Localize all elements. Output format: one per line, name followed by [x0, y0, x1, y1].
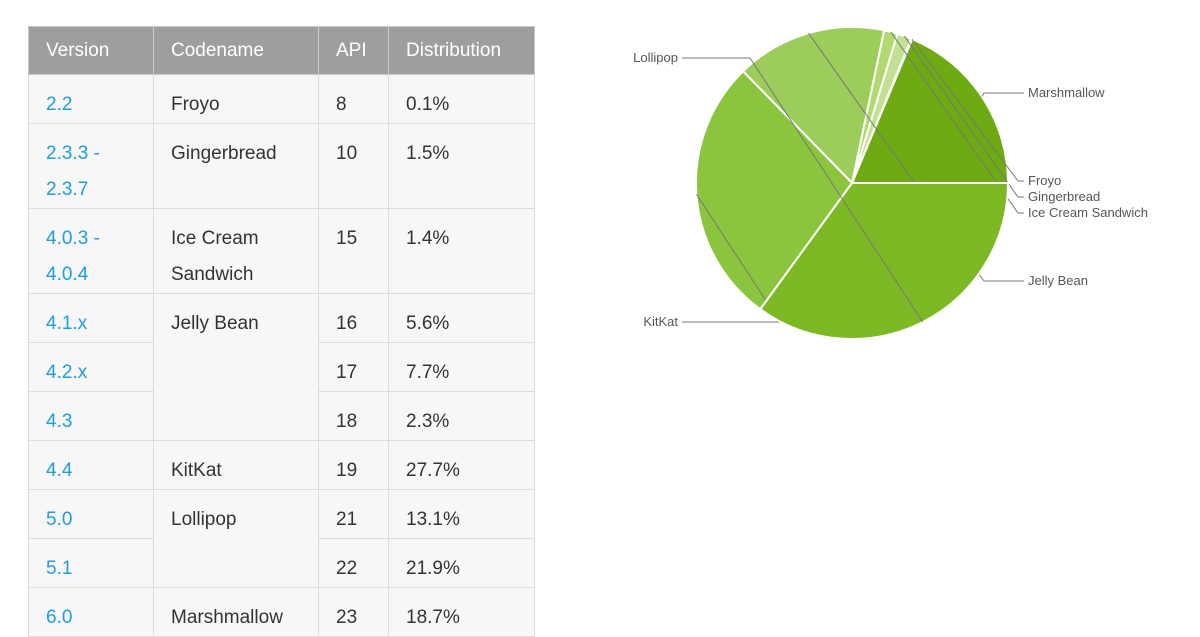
table-row: 4.0.3 - 4.0.4 Ice Cream Sandwich 15 1.4%: [28, 208, 535, 294]
version-cell: 4.0.3 - 4.0.4: [28, 208, 154, 294]
distribution-cell: 1.5%: [388, 123, 535, 209]
table-row: 4.4 KitKat 19 27.7%: [28, 440, 535, 490]
version-cell: 5.1: [28, 538, 154, 588]
table-row: 5.0 Lollipop 21 13.1%: [28, 489, 535, 588]
leader-line-marshmallow: [981, 92, 1024, 97]
table-row: 2.2 Froyo 8 0.1%: [28, 74, 535, 124]
distribution-cell: 18.7%: [388, 587, 535, 637]
api-cell: 16: [318, 293, 389, 343]
distribution-cell: 27.7%: [388, 440, 535, 490]
codename-cell: Froyo: [153, 74, 319, 124]
api-cell: 23: [318, 587, 389, 637]
table-row: 4.1.x Jelly Bean 16 5.6%: [28, 293, 535, 441]
header-distribution: Distribution: [388, 26, 535, 75]
slice-label-jelly-bean: Jelly Bean: [1028, 273, 1088, 288]
version-cell: 4.2.x: [28, 342, 154, 392]
version-cell: 2.3.3 - 2.3.7: [28, 123, 154, 209]
distribution-cell: 7.7%: [388, 342, 535, 392]
slice-label-ice-cream-sandwich: Ice Cream Sandwich: [1028, 205, 1148, 220]
version-cell: 4.1.x: [28, 293, 154, 343]
distribution-cell: 0.1%: [388, 74, 535, 124]
table-row: 4.2.x 17 7.7%: [28, 342, 535, 392]
table-header-row: Version Codename API Distribution: [28, 26, 535, 75]
api-cell: 22: [318, 538, 389, 588]
codename-cell: Jelly Bean: [153, 293, 319, 441]
leader-line-lollipop: [682, 57, 924, 323]
version-cell: 6.0: [28, 587, 154, 637]
table-row: 2.3.3 - 2.3.7 Gingerbread 10 1.5%: [28, 123, 535, 209]
api-cell: 17: [318, 342, 389, 392]
api-cell: 15: [318, 208, 389, 294]
header-version: Version: [28, 26, 154, 75]
distribution-cell: 13.1%: [388, 489, 535, 539]
codename-cell: Lollipop: [153, 489, 319, 588]
slice-label-marshmallow: Marshmallow: [1028, 85, 1105, 100]
distribution-table: Version Codename API Distribution 2.2 Fr…: [28, 26, 535, 637]
api-cell: 19: [318, 440, 389, 490]
header-codename: Codename: [153, 26, 319, 75]
table-row: 4.3 18 2.3%: [28, 391, 535, 441]
slice-label-lollipop: Lollipop: [633, 50, 678, 65]
api-cell: 18: [318, 391, 389, 441]
codename-cell: Ice Cream Sandwich: [153, 208, 319, 294]
codename-cell: Marshmallow: [153, 587, 319, 637]
api-cell: 21: [318, 489, 389, 539]
slice-label-froyo: Froyo: [1028, 173, 1061, 188]
slice-label-gingerbread: Gingerbread: [1028, 189, 1100, 204]
version-cell: 4.3: [28, 391, 154, 441]
version-cell: 5.0: [28, 489, 154, 539]
leader-line-gingerbread: [903, 35, 1024, 198]
codename-cell: Gingerbread: [153, 123, 319, 209]
api-cell: 10: [318, 123, 389, 209]
distribution-cell: 21.9%: [388, 538, 535, 588]
leader-line-jelly-bean: [808, 32, 1024, 282]
distribution-cell: 1.4%: [388, 208, 535, 294]
version-cell: 2.2: [28, 74, 154, 124]
slice-label-kitkat: KitKat: [643, 314, 678, 329]
codename-cell: KitKat: [153, 440, 319, 490]
distribution-cell: 5.6%: [388, 293, 535, 343]
leader-line-froyo: [911, 38, 1024, 182]
table-row: 6.0 Marshmallow 23 18.7%: [28, 587, 535, 637]
table-row: 5.1 22 21.9%: [28, 538, 535, 588]
header-api: API: [318, 26, 389, 75]
leader-line-ice-cream-sandwich: [890, 31, 1024, 214]
version-cell: 4.4: [28, 440, 154, 490]
api-cell: 8: [318, 74, 389, 124]
distribution-cell: 2.3%: [388, 391, 535, 441]
